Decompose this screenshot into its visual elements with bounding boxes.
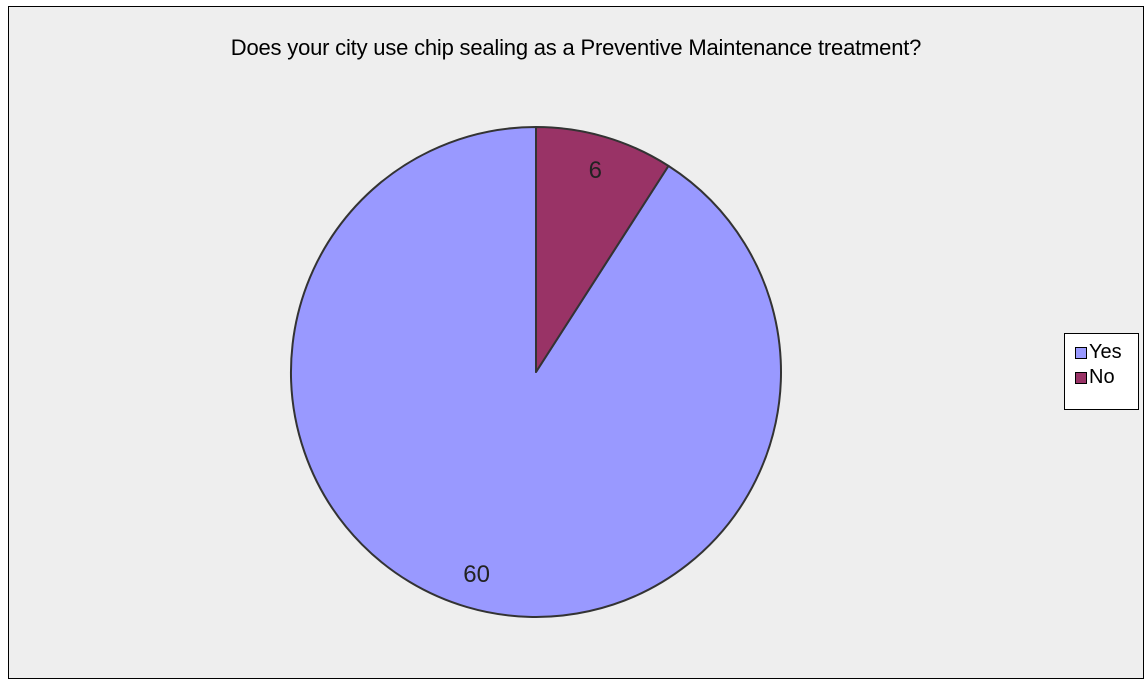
legend-item-no: No: [1065, 365, 1138, 390]
pie-slice-no: [535, 126, 670, 373]
legend-label-no: No: [1089, 366, 1115, 388]
legend-swatch-yes: [1075, 346, 1087, 359]
chart-title: Does your city use chip sealing as a Pre…: [230, 35, 922, 60]
data-label-no: 6: [589, 157, 602, 184]
legend-swatch-no: [1075, 371, 1087, 384]
data-label-yes: 60: [463, 561, 490, 588]
legend: Yes No: [1064, 333, 1139, 410]
pie-slice-yes: [290, 126, 782, 618]
legend-item-yes: Yes: [1065, 340, 1138, 365]
legend-label-yes: Yes: [1089, 341, 1122, 363]
